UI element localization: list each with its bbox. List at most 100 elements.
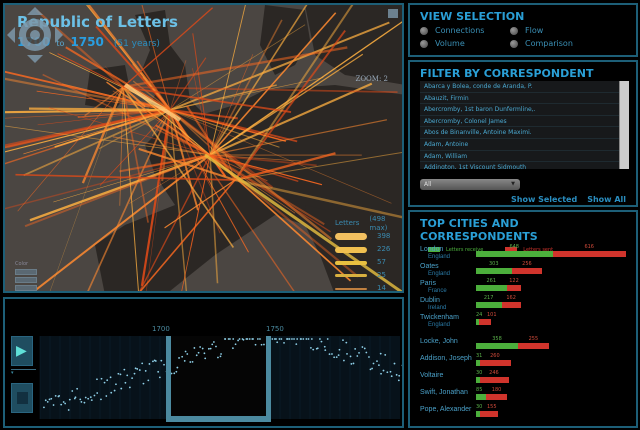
list-item[interactable]: Abercromby, Colonel James — [420, 115, 629, 128]
received-bar — [476, 251, 553, 257]
list-scrollbar[interactable] — [619, 81, 629, 169]
timeline-point — [54, 394, 57, 397]
radio-icon[interactable] — [420, 27, 428, 35]
range-bar[interactable] — [166, 416, 271, 422]
timeline-point — [60, 403, 63, 406]
route-line — [169, 57, 207, 111]
legend-value: 25 — [377, 271, 386, 279]
list-item[interactable]: Addington, 1st Viscount Sidmouth — [420, 162, 629, 169]
timeline-point — [68, 398, 71, 401]
map-panel[interactable]: Republic of Letters 1700to1750(51 years)… — [3, 3, 404, 293]
timeline-point — [333, 356, 336, 359]
timeline-point — [117, 372, 120, 375]
route-line — [119, 153, 211, 173]
route-line — [141, 5, 171, 111]
timeline-point — [291, 338, 293, 340]
map-canvas[interactable] — [5, 5, 404, 293]
timeline-point — [120, 387, 123, 390]
radio-flow[interactable]: Flow — [510, 26, 600, 36]
list-item[interactable]: Adam, Antoine — [420, 138, 629, 151]
sent-bar — [479, 360, 511, 366]
sent-value: 122 — [509, 278, 519, 284]
route-line — [209, 154, 299, 183]
legend-row: 226 — [335, 243, 402, 256]
land-britain — [135, 10, 205, 123]
timeline-chart[interactable] — [5, 299, 402, 426]
top-row[interactable]: Addison, Joseph — [420, 355, 472, 363]
top-row[interactable]: Twickenham England — [420, 314, 472, 329]
radio-icon[interactable] — [510, 27, 518, 35]
range-handle-end[interactable] — [266, 336, 271, 421]
route-line — [36, 90, 171, 111]
route-line — [81, 86, 125, 184]
radio-comparison[interactable]: Comparison — [510, 39, 600, 49]
received-value: 261 — [486, 278, 497, 284]
row-bars: 303 256 — [476, 261, 543, 274]
timeline-point — [79, 398, 82, 401]
radio-icon[interactable] — [510, 40, 518, 48]
play-button[interactable]: ▶ — [11, 336, 33, 366]
timeline-point — [96, 392, 99, 394]
sent-bar — [511, 268, 543, 274]
route-line — [5, 154, 211, 210]
row-bars: 261 122 — [476, 278, 522, 291]
legend-value: 398 — [377, 232, 391, 240]
top-row[interactable]: Oates England — [420, 263, 472, 278]
timeline-point — [342, 339, 344, 342]
fullscreen-icon[interactable] — [388, 9, 398, 18]
top-row[interactable]: Locke, John — [420, 338, 472, 346]
route-line — [124, 108, 171, 126]
top-row[interactable]: Voltaire — [420, 372, 472, 380]
timeline-point — [131, 377, 134, 380]
radio-connections[interactable]: Connections — [420, 26, 510, 36]
row-bars: 217 162 — [476, 295, 521, 308]
color-swatch[interactable] — [15, 285, 37, 291]
range-handle-start[interactable] — [166, 336, 171, 421]
route-line — [17, 86, 124, 212]
legend-row: 14 — [335, 282, 402, 292]
list-item[interactable]: Adam, William — [420, 150, 629, 163]
timeline-point — [106, 379, 109, 382]
timeline-point — [43, 406, 45, 409]
stop-button[interactable] — [11, 383, 33, 413]
top-row[interactable]: Paris France — [420, 280, 472, 295]
timeline-point — [178, 357, 180, 359]
timeline-point — [123, 368, 126, 371]
list-item[interactable]: Abarca y Bolea, conde de Aranda, P. — [420, 81, 629, 93]
filter-dropdown[interactable]: All ▼ — [420, 179, 520, 190]
color-legend-title: Color — [15, 261, 29, 267]
list-item[interactable]: Abauzit, Firmin — [420, 92, 629, 105]
legend-sent: Letters sent — [505, 247, 553, 253]
radio-volume[interactable]: Volume — [420, 39, 510, 49]
list-item[interactable]: Abos de Binanville, Antoine Maximi. — [420, 127, 629, 139]
speed-slider[interactable]: ▾ — [11, 369, 36, 377]
timeline-point — [256, 338, 259, 340]
correspondent-list[interactable]: Abarca y Bolea, conde de Aranda, P. Abauz… — [420, 81, 629, 169]
show-selected-button[interactable]: Show Selected — [510, 195, 578, 204]
pan-control[interactable] — [5, 5, 65, 65]
route-line — [169, 77, 324, 111]
timeline-point — [195, 354, 198, 357]
route-line — [122, 86, 235, 248]
legend-row: 398 — [335, 230, 402, 243]
legend-bar — [335, 287, 367, 290]
show-all-button[interactable]: Show All — [587, 195, 626, 204]
sent-bar — [506, 285, 522, 291]
legend-bar — [335, 233, 367, 240]
radio-icon[interactable] — [420, 40, 428, 48]
legend-value: 14 — [377, 284, 386, 292]
timeline-point — [242, 338, 245, 341]
received-value: 217 — [483, 295, 494, 301]
timeline-point — [276, 341, 279, 344]
top-row[interactable]: Dublin Ireland — [420, 297, 472, 312]
list-item[interactable]: Abercromby, 1st baron Dunfermline,. — [420, 104, 629, 116]
color-swatch[interactable] — [15, 277, 37, 283]
top-row[interactable]: Pope, Alexander — [420, 406, 472, 414]
timeline-point — [305, 338, 308, 340]
row-country: England — [428, 254, 451, 260]
color-swatch[interactable] — [15, 269, 37, 275]
route-line — [15, 173, 236, 181]
top-row[interactable]: Swift, Jonathan — [420, 389, 472, 397]
sent-bar — [501, 302, 521, 308]
top-row[interactable]: London England — [420, 246, 472, 261]
